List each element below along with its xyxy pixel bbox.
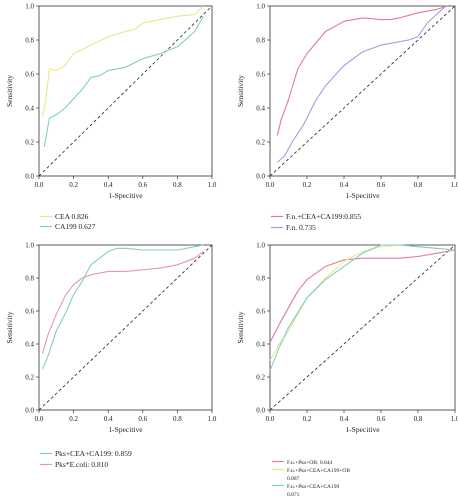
roc-panel-top-left: 0.00.0 0.2 0.2 0.4 0.4 0.6 0.6 0.8 0.8 1.0 1.0 1-Sp… (5, 3, 217, 232)
y-tick-label: 0.4 (25, 341, 34, 349)
x-axis-title: 1-Specitive (108, 425, 143, 434)
y-tick-label: 0.2 (256, 139, 265, 147)
y-tick-label: 0.2 (25, 374, 34, 382)
x-tick-label: 0.0 (266, 181, 275, 189)
y-tick-label: 0.4 (256, 105, 265, 113)
y-tick-label: 0.4 (256, 341, 265, 349)
legend-label: CEA 0.826 (55, 212, 89, 221)
legend-label: Pks+CEA+CA199: 0.859 (55, 449, 132, 458)
x-tick-label: 0.6 (377, 181, 386, 189)
x-tick-label: 0.8 (173, 415, 182, 423)
x-tick-label: 0.4 (340, 181, 349, 189)
x-tick-label: 0.8 (173, 181, 182, 189)
x-tick-label: 0.4 (104, 415, 113, 423)
y-tick-label: 0.8 (25, 37, 34, 45)
reference-diagonal-line (269, 5, 456, 177)
y-tick-label: 0.6 (256, 71, 265, 79)
y-tick-label: 0.6 (25, 71, 34, 79)
x-tick-label: 0.0 (35, 181, 44, 189)
y-axis-title: Sensitivity (236, 311, 245, 343)
roc-panel-bottom-right: 0.00.0 0.2 0.2 0.4 0.4 0.6 0.6 0.8 0.8 1.0 1.0 1-Sp… (236, 242, 458, 499)
roc-curve-1 (276, 5, 448, 136)
x-tick-label: 0.0 (35, 415, 44, 423)
x-tick-label: 1.0 (208, 181, 217, 189)
x-tick-label: 1.0 (451, 181, 458, 189)
x-tick-label: 0.2 (69, 181, 78, 189)
legend-label: F.n.+Pks+OB: 0.844 (287, 460, 332, 466)
y-tick-label: 0.0 (25, 407, 34, 415)
roc-curve-2 (43, 15, 204, 148)
roc-curve-1 (269, 249, 456, 343)
y-tick-label: 0.4 (25, 105, 34, 113)
legend-label: F.n.+CEA+CA199:0.855 (286, 212, 361, 221)
x-tick-label: 0.6 (138, 181, 147, 189)
y-tick-label: 0.6 (25, 308, 34, 316)
x-axis-title: 1-Specitive (345, 191, 380, 200)
legend-label: F.n.+Pks+CEA+CA199 (287, 484, 340, 490)
y-tick-label: 0.2 (25, 139, 34, 147)
reference-diagonal-line (38, 244, 213, 411)
plot-frame (38, 5, 213, 177)
y-axis-title: Sensitivity (5, 75, 14, 107)
x-tick-label: 0.2 (303, 415, 312, 423)
y-axis-title: Sensitivity (5, 311, 14, 343)
roc-curve-3 (269, 244, 456, 371)
y-tick-label: 0.8 (256, 37, 265, 45)
y-tick-label: 0.0 (256, 407, 265, 415)
y-tick-label: 1.0 (25, 3, 34, 11)
reference-diagonal-line (269, 244, 456, 411)
x-tick-label: 0.8 (414, 181, 423, 189)
legend-auc-value: 0.871 (287, 492, 300, 498)
plot-frame (269, 5, 456, 177)
roc-curve-1 (41, 244, 204, 370)
roc-curve-2 (277, 5, 447, 163)
y-tick-label: 1.0 (25, 242, 34, 250)
y-tick-label: 0.8 (256, 275, 265, 283)
y-tick-label: 0.8 (25, 275, 34, 283)
x-tick-label: 0.2 (303, 181, 312, 189)
y-axis-title: Sensitivity (236, 75, 245, 107)
x-tick-label: 0.0 (266, 415, 275, 423)
y-tick-label: 0.2 (256, 374, 265, 382)
legend-label: Pks*E.coli: 0.810 (55, 460, 108, 469)
legend-auc-value: 0.887 (287, 476, 300, 482)
reference-diagonal-line (38, 5, 213, 177)
plot-frame (269, 244, 456, 411)
roc-panel-bottom-left: 0.00.0 0.2 0.2 0.4 0.4 0.6 0.6 0.8 0.8 1.0 1.0 1-Sp… (5, 242, 217, 470)
y-tick-label: 0.0 (256, 173, 265, 181)
legend-label: CA199 0.627 (55, 222, 96, 231)
x-axis-title: 1-Specitive (345, 425, 380, 434)
x-tick-label: 0.2 (69, 415, 78, 423)
x-tick-label: 0.4 (104, 181, 113, 189)
roc-curve-2 (269, 244, 456, 361)
x-tick-label: 0.4 (340, 415, 349, 423)
y-tick-label: 0.6 (256, 308, 265, 316)
y-tick-label: 1.0 (256, 3, 265, 11)
y-tick-label: 1.0 (256, 242, 265, 250)
roc-panel-top-right: 0.00.0 0.2 0.2 0.4 0.4 0.6 0.6 0.8 0.8 1.0 1.0 1-Sp… (236, 3, 458, 233)
y-tick-label: 0.0 (25, 173, 34, 181)
plot-frame (38, 244, 213, 411)
legend-label: F.n.+Pks+CEA+CA199+OB (287, 468, 350, 474)
x-tick-label: 1.0 (451, 415, 458, 423)
x-tick-label: 0.6 (377, 415, 386, 423)
x-tick-label: 0.6 (138, 415, 147, 423)
x-tick-label: 0.8 (414, 415, 423, 423)
roc-curve-1 (41, 5, 204, 117)
x-axis-title: 1-Specitive (108, 191, 143, 200)
x-tick-label: 1.0 (208, 415, 217, 423)
legend-label: F.n. 0.735 (286, 223, 316, 232)
roc-curve-2 (41, 251, 204, 355)
